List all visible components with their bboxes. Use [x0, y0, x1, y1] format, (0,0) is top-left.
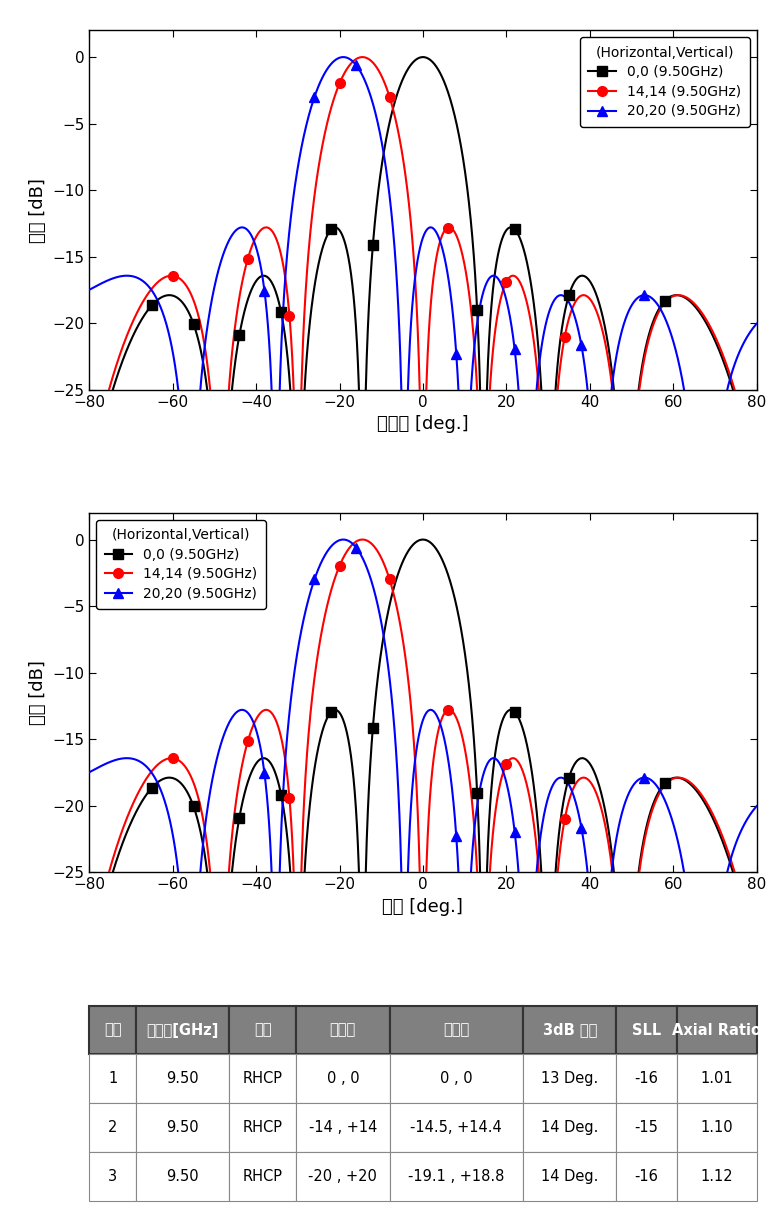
- Legend: 0,0 (9.50GHz), 14,14 (9.50GHz), 20,20 (9.50GHz): 0,0 (9.50GHz), 14,14 (9.50GHz), 20,20 (9…: [580, 38, 750, 127]
- Legend: 0,0 (9.50GHz), 14,14 (9.50GHz), 20,20 (9.50GHz): 0,0 (9.50GHz), 14,14 (9.50GHz), 20,20 (9…: [96, 519, 266, 610]
- X-axis label: 방위각 [deg.]: 방위각 [deg.]: [377, 416, 469, 433]
- Y-axis label: 이득 [dB]: 이득 [dB]: [29, 178, 47, 243]
- Y-axis label: 이득 [dB]: 이득 [dB]: [29, 661, 47, 725]
- X-axis label: 고각 [deg.]: 고각 [deg.]: [383, 897, 463, 915]
